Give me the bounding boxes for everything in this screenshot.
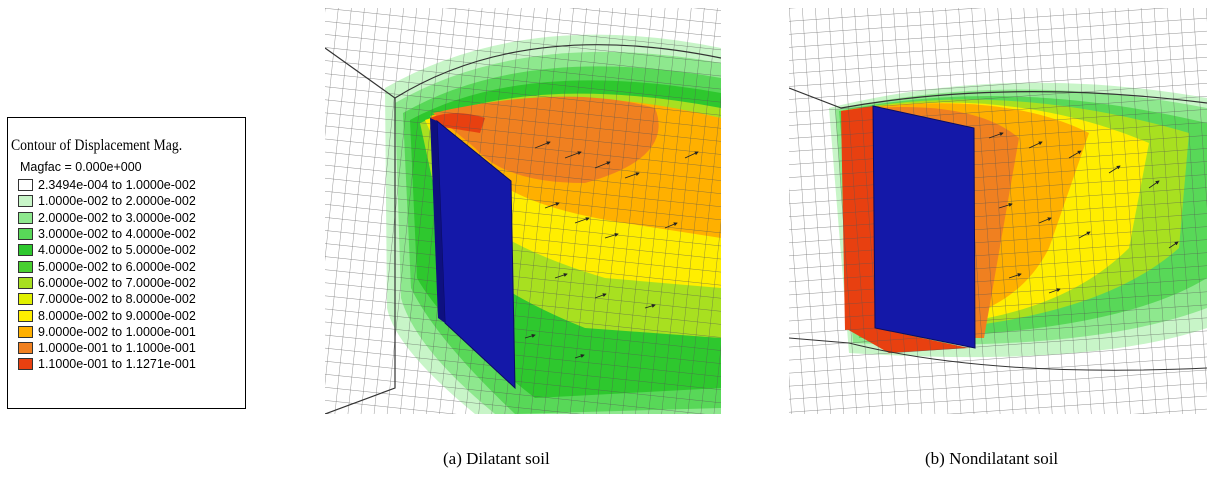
legend-row: 2.3494e-004 to 1.0000e-002	[18, 177, 196, 193]
legend-label: 2.0000e-002 to 3.0000e-002	[38, 210, 196, 225]
legend-swatch	[18, 276, 33, 289]
legend-swatch	[18, 228, 33, 241]
panel-dilatant-soil	[325, 8, 721, 414]
legend-swatch	[18, 309, 33, 322]
legend-magfac: Magfac = 0.000e+000	[20, 160, 142, 174]
legend-swatch	[18, 358, 33, 371]
contour-plot-dilatant	[325, 8, 721, 414]
legend-swatch	[18, 342, 33, 355]
mesh-grid	[325, 8, 721, 414]
legend-label: 6.0000e-002 to 7.0000e-002	[38, 275, 196, 290]
legend-row: 1.0000e-001 to 1.1000e-001	[18, 340, 196, 356]
legend-swatch	[18, 211, 33, 224]
displacement-vectors	[988, 132, 1179, 294]
legend-row: 4.0000e-002 to 5.0000e-002	[18, 242, 196, 258]
legend-row: 5.0000e-002 to 6.0000e-002	[18, 258, 196, 274]
legend-rows: 2.3494e-004 to 1.0000e-002 1.0000e-002 t…	[18, 177, 196, 373]
mesh-grid	[789, 8, 1207, 414]
legend-swatch	[18, 260, 33, 273]
legend-swatch	[18, 325, 33, 338]
legend-label: 1.0000e-001 to 1.1000e-001	[38, 341, 196, 356]
legend-swatch	[18, 195, 33, 208]
legend-label: 2.3494e-004 to 1.0000e-002	[38, 178, 196, 193]
legend-title: Contour of Displacement Mag.	[11, 137, 183, 154]
legend-row: 1.1000e-001 to 1.1271e-001	[18, 356, 196, 372]
legend-row: 1.0000e-002 to 2.0000e-002	[18, 193, 196, 209]
legend-row: 7.0000e-002 to 8.0000e-002	[18, 291, 196, 307]
retaining-wall	[436, 119, 516, 390]
soil-edge	[325, 47, 396, 414]
caption-a: (a) Dilatant soil	[443, 449, 550, 468]
legend-label: 4.0000e-002 to 5.0000e-002	[38, 243, 196, 258]
surface-edge	[394, 44, 721, 99]
legend-label: 5.0000e-002 to 6.0000e-002	[38, 259, 196, 274]
legend-label: 8.0000e-002 to 9.0000e-002	[38, 308, 196, 323]
legend-label: 9.0000e-002 to 1.0000e-001	[38, 324, 196, 339]
legend-row: 9.0000e-002 to 1.0000e-001	[18, 324, 196, 340]
legend-row: 2.0000e-002 to 3.0000e-002	[18, 210, 196, 226]
soil-edge	[789, 337, 1207, 371]
legend-swatch	[18, 293, 33, 306]
contour-legend: Contour of Displacement Mag. Magfac = 0.…	[7, 117, 246, 409]
panel-nondilatant-soil	[789, 8, 1207, 414]
retaining-wall	[872, 105, 976, 349]
legend-label: 7.0000e-002 to 8.0000e-002	[38, 292, 196, 307]
retaining-wall-side	[430, 118, 445, 323]
legend-swatch	[18, 179, 33, 192]
legend-row: 8.0000e-002 to 9.0000e-002	[18, 307, 196, 323]
caption-b: (b) Nondilatant soil	[925, 449, 1059, 468]
contour-plot-nondilatant	[789, 8, 1207, 414]
surface-edge	[789, 87, 1207, 109]
legend-swatch	[18, 244, 33, 257]
displacement-vectors	[524, 141, 699, 359]
legend-row: 3.0000e-002 to 4.0000e-002	[18, 226, 196, 242]
legend-label: 1.0000e-002 to 2.0000e-002	[38, 194, 196, 209]
legend-label: 1.1000e-001 to 1.1271e-001	[38, 357, 196, 372]
legend-label: 3.0000e-002 to 4.0000e-002	[38, 227, 196, 242]
legend-row: 6.0000e-002 to 7.0000e-002	[18, 275, 196, 291]
